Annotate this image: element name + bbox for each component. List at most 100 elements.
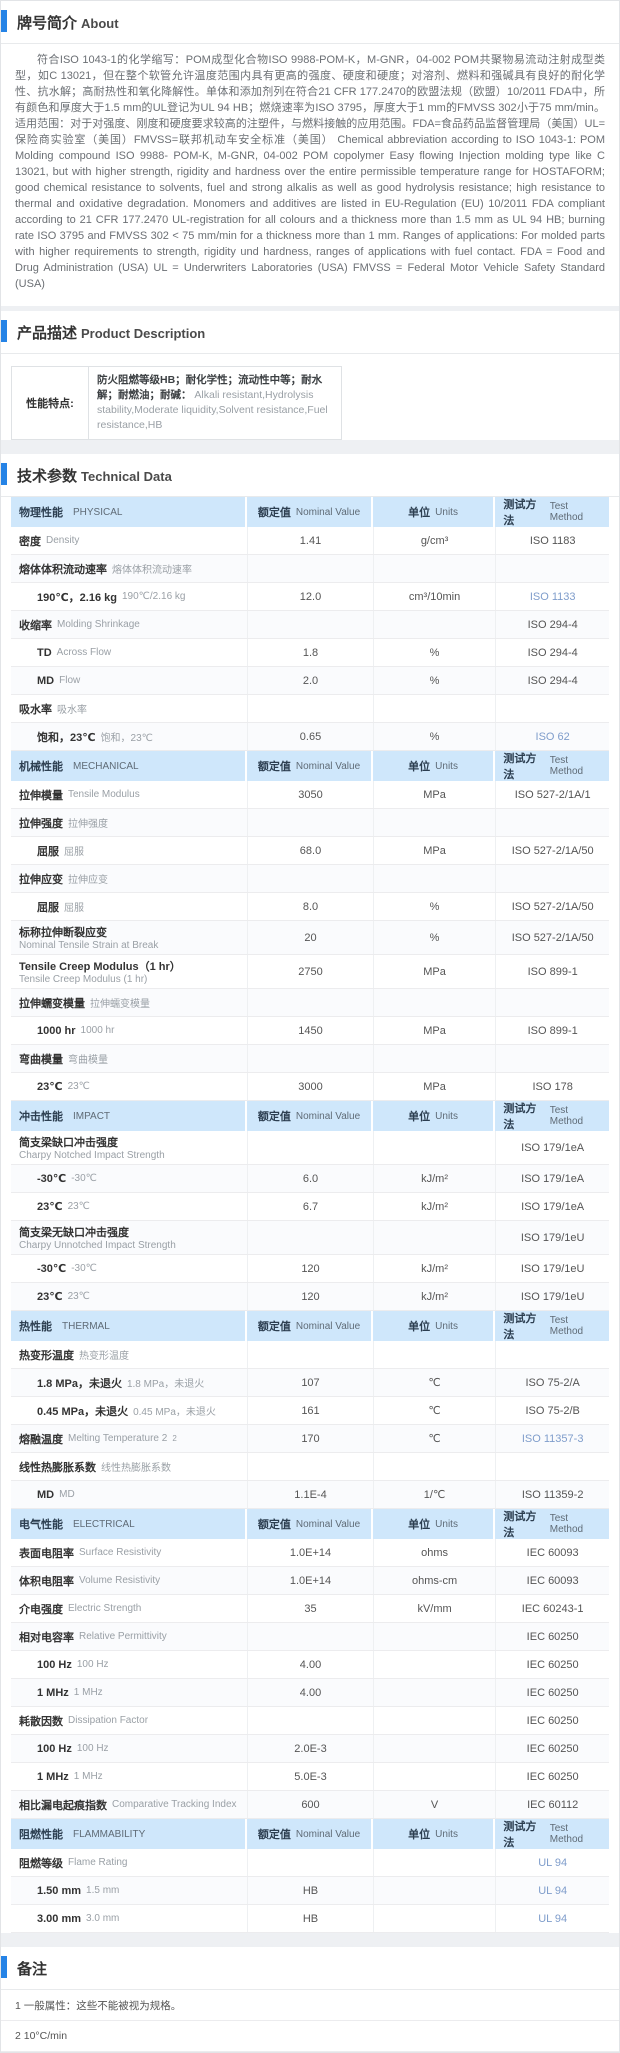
units-cell	[372, 1045, 496, 1072]
property-name-en: Flow	[59, 675, 81, 686]
property-name-cell: 1.8 MPa，未退火 1.8 MPa，未退火	[11, 1369, 247, 1396]
units-cell: kJ/m²	[372, 1193, 496, 1220]
table-row: TD Across Flow 1.8% ISO 294-4	[11, 639, 609, 667]
units-header-zh: 单位	[408, 761, 431, 773]
property-name-en: MD	[59, 1489, 75, 1500]
test-method-cell[interactable]: ISO 11357-3	[495, 1425, 609, 1452]
table-row: 23℃ 23℃ 3000 MPa ISO 178	[11, 1073, 609, 1101]
property-name-zh: 拉伸模量	[19, 789, 63, 802]
table-row: 相对电容率 Relative Permittivity IEC 60250	[11, 1623, 609, 1651]
units-header-en: Units	[435, 1110, 458, 1122]
test-method-cell: ISO 179/1eA	[495, 1165, 609, 1192]
nominal-value-cell: HB	[247, 1905, 373, 1932]
property-name-zh: 拉伸蠕变模量	[19, 997, 85, 1010]
property-name-zh: 收缩率	[19, 619, 52, 632]
feature-text-zh: 防火阻燃等级HB；耐化学性；流动性中等；耐水解；耐燃油；耐碱：	[97, 374, 323, 401]
property-name-zh: 吸水率	[19, 703, 52, 716]
property-name-en: 0.45 MPa，未退火	[133, 1407, 216, 1418]
nominal-value-cell	[247, 1221, 373, 1254]
test-method-cell: ISO 75-2/B	[495, 1397, 609, 1424]
property-name-zh: 线性热膨胀系数	[19, 1461, 96, 1474]
table-row: 190℃，2.16 kg 190℃/2.16 kg 12.0 cm³/10min ISO…	[11, 583, 609, 611]
units-header-zh: 单位	[408, 1321, 431, 1333]
units-cell	[372, 989, 496, 1016]
test-method-cell: ISO 179/1eU	[495, 1255, 609, 1282]
method-header-en: Test Method	[549, 1315, 584, 1337]
property-name-cell: 3.00 mm 3.0 mm	[11, 1905, 247, 1932]
nominal-header-zh: 额定值	[257, 1829, 291, 1841]
test-method-cell[interactable]: ISO 62	[495, 723, 609, 750]
accent-bar-icon	[1, 10, 7, 32]
notes-title-zh: 备注	[17, 1961, 48, 1978]
property-name-cell: 1 MHz 1 MHz	[11, 1679, 247, 1706]
nominal-header-zh: 额定值	[257, 761, 291, 773]
accent-bar-icon	[1, 463, 7, 485]
test-method-cell: IEC 60250	[495, 1707, 609, 1734]
method-header-en: Test Method	[549, 1105, 584, 1127]
nominal-header-en: Nominal Value	[295, 506, 361, 518]
property-name-zh: 表面电阻率	[19, 1547, 74, 1560]
nominal-header-en: Nominal Value	[295, 1518, 361, 1530]
units-header-en: Units	[435, 760, 458, 772]
table-row: 100 Hz 100 Hz 2.0E-3 IEC 60250	[11, 1735, 609, 1763]
units-cell: V	[372, 1791, 496, 1818]
table-section-header-row: 物理性能 PHYSICAL 额定值 Nominal Value 单位 Units 测试方法 T…	[11, 497, 609, 527]
property-name-en: Molding Shrinkage	[57, 619, 140, 630]
test-method-cell	[495, 1341, 609, 1368]
test-method-header-cell: 测试方法 Test Method	[495, 497, 609, 527]
units-cell	[372, 865, 496, 892]
test-method-cell	[495, 555, 609, 582]
table-row: 体积电阻率 Volume Resistivity 1.0E+14 ohms-cm IEC…	[11, 1567, 609, 1595]
property-name-zh: MD	[37, 1488, 55, 1501]
property-name-cell: Tensile Creep Modulus（1 hr） Tensile Creep…	[11, 955, 247, 988]
nominal-value-cell	[247, 1341, 373, 1368]
units-cell: %	[372, 893, 496, 920]
property-name-en: Dissipation Factor	[68, 1715, 149, 1726]
property-name-cell: 1000 hr 1000 hr	[11, 1017, 247, 1044]
table-row: 1000 hr 1000 hr 1450 MPa ISO 899-1	[11, 1017, 609, 1045]
units-cell	[372, 1453, 496, 1480]
units-cell: ℃	[372, 1397, 496, 1424]
units-header-zh: 单位	[408, 1111, 431, 1123]
property-name-en: Volume Resistivity	[79, 1575, 161, 1586]
table-row: 简支梁无缺口冲击强度 Charpy Unnotched Impact Streng…	[11, 1221, 609, 1255]
table-row: 标称拉伸断裂应变 Nominal Tensile Strain at Break 2…	[11, 921, 609, 955]
nominal-value-cell: 20	[247, 921, 373, 954]
units-cell: kJ/m²	[372, 1255, 496, 1282]
property-name-zh: 190℃，2.16 kg	[37, 591, 117, 604]
nominal-value-cell	[247, 1707, 373, 1734]
table-row: 热变形温度 热变形温度	[11, 1341, 609, 1369]
method-header-en: Test Method	[549, 1513, 584, 1535]
method-header-zh: 测试方法	[503, 753, 537, 781]
units-cell	[372, 1341, 496, 1368]
nominal-value-cell	[247, 989, 373, 1016]
units-cell	[372, 1131, 496, 1164]
property-name-zh: TD	[37, 646, 52, 659]
property-name-zh: 弯曲模量	[19, 1053, 63, 1066]
nominal-value-cell: 1.8	[247, 639, 373, 666]
test-method-cell: ISO 179/1eA	[495, 1131, 609, 1164]
property-name-zh: 1000 hr	[37, 1024, 76, 1037]
test-method-cell: ISO 294-4	[495, 639, 609, 666]
property-name-zh: 100 Hz	[37, 1658, 72, 1671]
nominal-value-cell	[247, 1453, 373, 1480]
nominal-value-cell: 600	[247, 1791, 373, 1818]
property-name-en: Relative Permittivity	[79, 1631, 167, 1642]
property-name-en: Surface Resistivity	[79, 1547, 162, 1558]
test-method-cell[interactable]: UL 94	[495, 1905, 609, 1932]
about-title-en: About	[81, 16, 119, 31]
section-name-zh: 热性能	[19, 1321, 52, 1333]
product-description-section: 产品描述 Product Description 性能特点: 防火阻燃等级HB；耐…	[1, 311, 619, 440]
test-method-cell[interactable]: UL 94	[495, 1849, 609, 1876]
table-row: 弯曲模量 弯曲模量	[11, 1045, 609, 1073]
units-cell: kJ/m²	[372, 1165, 496, 1192]
units-header-en: Units	[435, 1320, 458, 1332]
property-name-en: Electric Strength	[68, 1603, 142, 1614]
test-method-cell[interactable]: UL 94	[495, 1877, 609, 1904]
test-method-header-cell: 测试方法 Test Method	[495, 1101, 609, 1131]
property-name-cell: 阻燃等级 Flame Rating	[11, 1849, 247, 1876]
property-name-en: 100 Hz	[76, 1743, 109, 1754]
test-method-cell: ISO 294-4	[495, 667, 609, 694]
property-name-cell: 拉伸强度 拉伸强度	[11, 809, 247, 836]
test-method-cell[interactable]: ISO 1133	[495, 583, 609, 610]
